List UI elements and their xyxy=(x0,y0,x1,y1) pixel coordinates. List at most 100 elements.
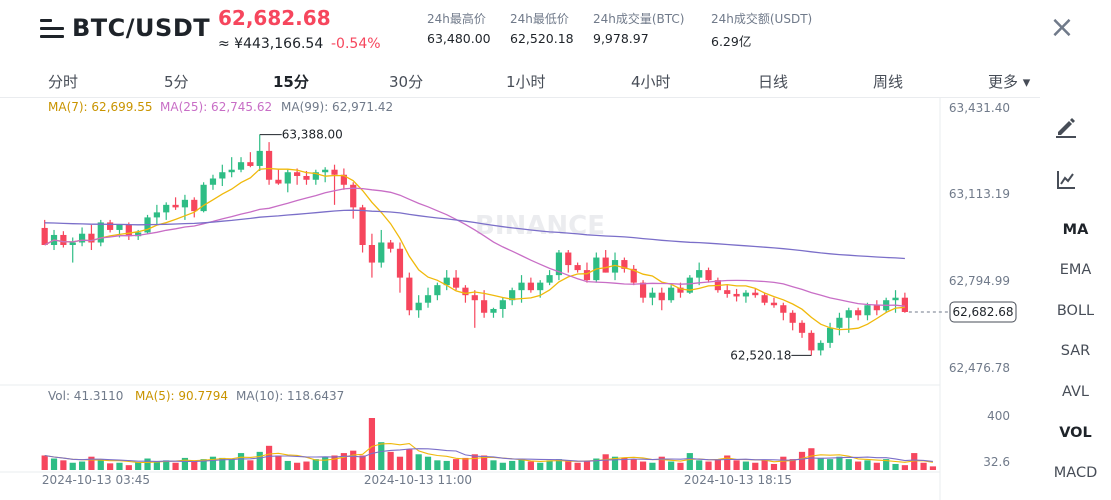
candle-body xyxy=(537,282,544,291)
candle xyxy=(368,233,376,278)
tab-4h[interactable]: 4小时 xyxy=(631,73,671,91)
volume-bar xyxy=(826,459,834,470)
candle-body xyxy=(172,204,179,208)
candle xyxy=(798,320,806,338)
candle xyxy=(611,252,619,281)
volume-ma10-legend: MA(10): 118.6437 xyxy=(236,389,345,403)
tab-5m[interactable]: 5分 xyxy=(164,73,189,91)
ma7-legend: MA(7): 62,699.55 xyxy=(48,100,153,114)
candle xyxy=(237,157,245,173)
price-axis-tick: 62,794.99 xyxy=(949,274,1010,288)
volume-bar xyxy=(649,462,656,470)
candle-body xyxy=(611,260,619,273)
volume-bars xyxy=(41,418,937,470)
indicator-ema[interactable]: EMA xyxy=(1059,262,1092,278)
candle-body xyxy=(116,224,123,230)
volume-bar xyxy=(845,459,852,470)
volume-bar xyxy=(686,453,693,470)
volume-ma5-line xyxy=(44,443,933,464)
volume-bar xyxy=(555,459,563,470)
candle xyxy=(275,169,282,185)
volume-bar xyxy=(415,454,422,470)
candle-body xyxy=(621,260,628,269)
candle-body xyxy=(265,150,273,180)
candle xyxy=(583,262,591,283)
volume-bar xyxy=(911,453,918,470)
indicator-sar[interactable]: SAR xyxy=(1060,343,1091,359)
volume-bar xyxy=(69,462,76,470)
candle xyxy=(602,250,609,273)
candle-body xyxy=(443,277,450,286)
candle-body xyxy=(789,312,796,323)
candle xyxy=(780,302,787,321)
candle xyxy=(452,270,460,291)
indicator-vol[interactable]: VOL xyxy=(1059,425,1092,441)
volume-bar xyxy=(359,455,366,470)
ma25-line xyxy=(44,187,905,307)
indicator-ma[interactable]: MA xyxy=(1062,222,1089,238)
indicator-macd[interactable]: MACD xyxy=(1053,465,1098,481)
candle-body xyxy=(892,297,899,301)
candle xyxy=(901,292,908,313)
candle-body xyxy=(378,242,385,263)
candle-body xyxy=(752,292,759,296)
tab-more[interactable]: 更多 ▾ xyxy=(988,73,1031,91)
candle-body xyxy=(705,270,712,281)
volume-bar xyxy=(611,456,619,470)
candle-body xyxy=(312,172,319,180)
candle xyxy=(415,295,422,318)
trading-pair-title[interactable]: BTC/USDT xyxy=(72,14,211,42)
volume-bar xyxy=(817,457,824,470)
candle xyxy=(546,270,553,286)
tab-time-sharing[interactable]: 分时 xyxy=(48,73,79,91)
indicator-avl[interactable]: AVL xyxy=(1062,384,1089,400)
volume-ma10-line xyxy=(44,448,933,463)
low-price-label: 62,520.18 xyxy=(730,348,791,362)
volume-bar xyxy=(761,460,768,470)
candle-body xyxy=(901,297,908,313)
candle xyxy=(359,204,366,253)
tab-1w[interactable]: 周线 xyxy=(873,73,904,91)
candle xyxy=(593,252,600,283)
candle xyxy=(668,285,675,303)
volume-bar xyxy=(163,460,170,470)
candle xyxy=(574,262,581,273)
candle-body xyxy=(555,252,563,276)
close-icon[interactable]: × xyxy=(1049,10,1075,45)
candle xyxy=(228,157,235,178)
candle-body xyxy=(387,242,394,249)
volume-ma5-legend: MA(5): 90.7794 xyxy=(135,389,229,403)
candle-body xyxy=(546,275,553,283)
candle-body xyxy=(191,199,198,212)
volume-bar xyxy=(864,460,871,470)
candle xyxy=(855,307,862,321)
candle xyxy=(499,297,506,318)
volume-bar xyxy=(452,459,460,470)
volume-bar xyxy=(350,450,357,470)
candle-body xyxy=(256,150,263,166)
volume-bar xyxy=(836,456,843,470)
indicator-boll[interactable]: BOLL xyxy=(1056,303,1095,319)
candle xyxy=(340,168,347,190)
volume-bar xyxy=(368,418,376,470)
volume-axis-tick: 32.6 xyxy=(983,455,1010,469)
tab-1h[interactable]: 1小时 xyxy=(506,73,546,91)
draw-icon[interactable] xyxy=(1052,112,1080,140)
tab-1d[interactable]: 日线 xyxy=(758,73,789,91)
candle-body xyxy=(97,222,104,243)
volume-legend: Vol: 41.3110 xyxy=(48,389,124,403)
menu-icon[interactable] xyxy=(40,18,64,40)
candle-body xyxy=(303,175,310,180)
indicator-chart-icon[interactable] xyxy=(1052,166,1080,194)
candle-body xyxy=(350,184,357,208)
volume-bar xyxy=(920,462,927,470)
volume-bar xyxy=(705,461,712,470)
volume-bar xyxy=(424,456,432,470)
candle xyxy=(826,322,834,348)
volume-bar xyxy=(406,449,413,470)
tab-15m[interactable]: 15分 xyxy=(273,73,309,91)
tab-30m[interactable]: 30分 xyxy=(389,73,424,91)
candle xyxy=(60,231,67,248)
volume-bar xyxy=(481,455,488,470)
